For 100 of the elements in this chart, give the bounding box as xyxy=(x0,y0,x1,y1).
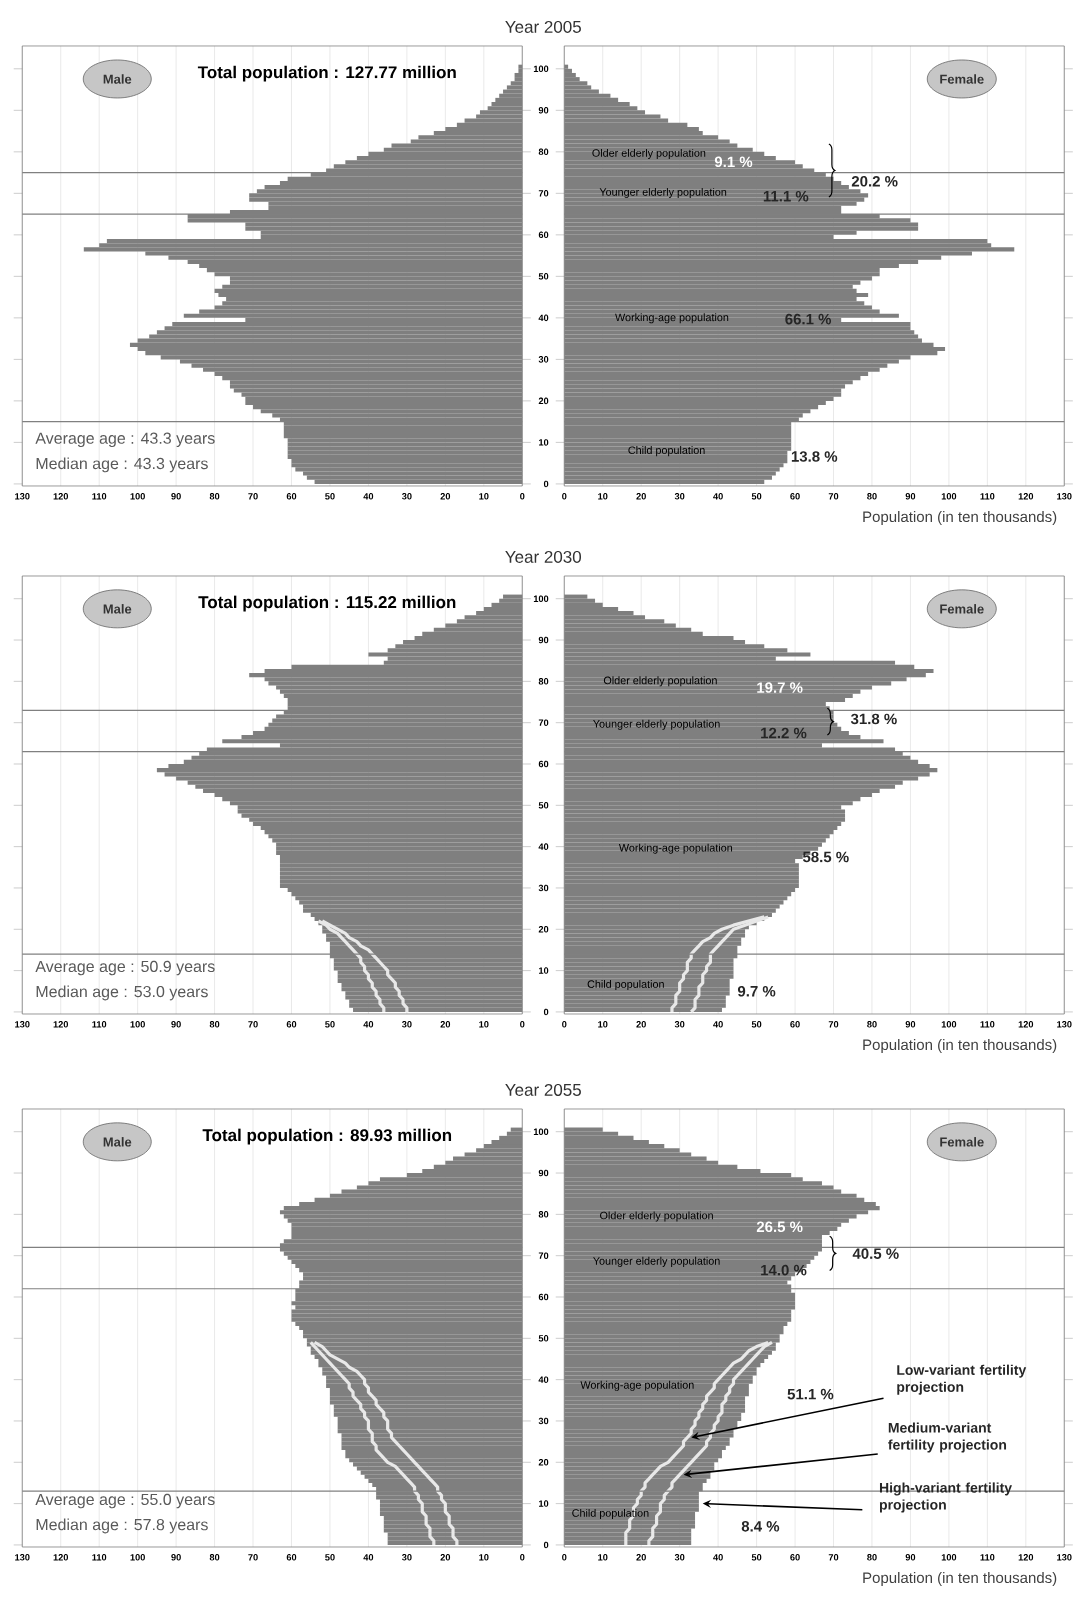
text: Male xyxy=(103,604,132,614)
x-tick-label: 120 xyxy=(1018,1021,1034,1028)
x-tick-label: 100 xyxy=(941,493,957,500)
x-tick-label: 20 xyxy=(440,493,451,500)
x-axis-title: Population (in ten thousands) xyxy=(863,511,1057,526)
x-tick-label: 40 xyxy=(713,493,724,500)
x-tick-label: 60 xyxy=(286,1554,297,1561)
x-tick-label: 90 xyxy=(905,1021,916,1028)
x-tick-label: 0 xyxy=(520,1021,525,1028)
x-tick-label: 110 xyxy=(92,493,107,500)
x-tick-label: 70 xyxy=(828,1554,839,1561)
x-tick-label: 130 xyxy=(15,1021,30,1028)
x-tick-label: 110 xyxy=(92,1021,107,1028)
y-tick-label: 40 xyxy=(538,1376,549,1383)
x-tick-label: 60 xyxy=(790,1021,800,1028)
x-tick-label: 30 xyxy=(674,1554,685,1561)
annotation: Total population : 89.93 million xyxy=(202,1128,452,1145)
annotation: Younger elderly population xyxy=(593,1256,720,1267)
annotation: 13.8 % xyxy=(792,451,838,462)
x-tick-label: 0 xyxy=(562,493,567,500)
y-tick-label: 10 xyxy=(539,1500,549,1507)
x-tick-label: 80 xyxy=(209,1021,220,1028)
x-tick-label: 0 xyxy=(562,1021,567,1028)
y-tick-label: 60 xyxy=(538,231,549,239)
x-tick-label: 10 xyxy=(598,1021,608,1028)
y-tick-label: 0 xyxy=(544,1541,549,1549)
x-tick-label: 10 xyxy=(479,493,489,500)
annotation: Working-age population xyxy=(619,843,733,854)
y-tick-label: 20 xyxy=(538,397,549,405)
x-tick-label: 20 xyxy=(440,1021,451,1028)
y-tick-label: 90 xyxy=(538,107,549,114)
y-tick-label: 100 xyxy=(534,65,549,73)
x-tick-label: 120 xyxy=(53,1021,69,1028)
text: Female xyxy=(940,1137,984,1147)
x-tick-label: 40 xyxy=(713,1021,724,1028)
x-tick-label: 90 xyxy=(905,493,916,500)
y-tick-label: 50 xyxy=(538,273,549,280)
y-tick-label: 100 xyxy=(534,595,549,602)
x-tick-label: 60 xyxy=(790,1554,800,1561)
x-tick-label: 70 xyxy=(828,1021,839,1028)
y-tick-label: 90 xyxy=(538,1169,549,1177)
annotation: 31.8 % xyxy=(851,713,897,725)
text: Male xyxy=(103,74,132,84)
annotation: Working-age population xyxy=(580,1380,694,1391)
x-tick-label: 80 xyxy=(209,493,220,500)
annotation: Average age : 55.0 years xyxy=(35,1493,215,1509)
x-tick-label: 100 xyxy=(130,1554,146,1561)
x-tick-label: 90 xyxy=(905,1554,916,1561)
y-tick-label: 70 xyxy=(539,190,549,197)
annotation: Child population xyxy=(587,980,664,991)
x-tick-label: 70 xyxy=(248,493,258,500)
x-tick-label: 100 xyxy=(130,1021,146,1028)
annotation: Younger elderly population xyxy=(593,719,720,730)
x-tick-label: 120 xyxy=(1018,493,1034,500)
x-tick-label: 30 xyxy=(674,493,685,500)
chart-title: Year 2030 xyxy=(505,550,582,563)
annotation: 58.5 % xyxy=(803,851,849,863)
annotation: Average age : 50.9 years xyxy=(35,960,215,976)
y-tick-label: 70 xyxy=(539,1252,549,1259)
annotation: Older elderly population xyxy=(592,148,706,159)
x-tick-label: 30 xyxy=(402,493,412,500)
y-tick-label: 20 xyxy=(538,1459,549,1466)
annotation: Medium-variant fertility projection xyxy=(888,1422,1007,1453)
x-tick-label: 130 xyxy=(1057,1021,1072,1028)
x-tick-label: 70 xyxy=(248,1554,258,1561)
x-tick-label: 10 xyxy=(598,1554,608,1561)
annotation: 9.1 % xyxy=(715,156,753,168)
x-tick-label: 100 xyxy=(130,493,146,500)
annotation: Working-age population xyxy=(615,313,729,324)
annotation: Median age : 53.0 years xyxy=(36,985,209,1001)
y-tick-label: 90 xyxy=(538,636,549,644)
x-tick-label: 60 xyxy=(286,493,297,500)
text: Female xyxy=(940,74,984,84)
x-tick-label: 80 xyxy=(867,1554,877,1561)
x-tick-label: 70 xyxy=(248,1021,258,1028)
x-tick-label: 20 xyxy=(636,1554,647,1561)
x-tick-label: 50 xyxy=(751,1021,762,1028)
annotation: Median age : 43.3 years xyxy=(36,457,209,473)
text: Male xyxy=(103,1137,132,1147)
y-tick-label: 50 xyxy=(538,802,549,809)
x-tick-label: 50 xyxy=(751,1554,762,1561)
chart-title: Year 2055 xyxy=(505,1083,582,1096)
x-tick-label: 80 xyxy=(867,493,877,500)
y-tick-label: 30 xyxy=(538,356,549,363)
text: Female xyxy=(940,604,984,614)
y-tick-label: 30 xyxy=(538,1417,549,1425)
x-tick-label: 110 xyxy=(980,493,995,500)
x-tick-label: 110 xyxy=(92,1554,107,1561)
y-tick-label: 50 xyxy=(538,1335,549,1342)
x-tick-label: 90 xyxy=(171,493,182,500)
x-axis-title: Population (in ten thousands) xyxy=(863,1039,1057,1054)
annotation: 11.1 % xyxy=(764,190,809,202)
x-tick-label: 0 xyxy=(520,1554,525,1561)
y-tick-label: 80 xyxy=(538,1211,549,1218)
x-tick-label: 40 xyxy=(713,1554,724,1561)
y-tick-label: 20 xyxy=(538,926,549,933)
annotation: 19.7 % xyxy=(757,682,803,693)
x-tick-label: 100 xyxy=(941,1554,957,1561)
x-tick-label: 110 xyxy=(980,1554,995,1561)
x-tick-label: 60 xyxy=(790,493,800,500)
